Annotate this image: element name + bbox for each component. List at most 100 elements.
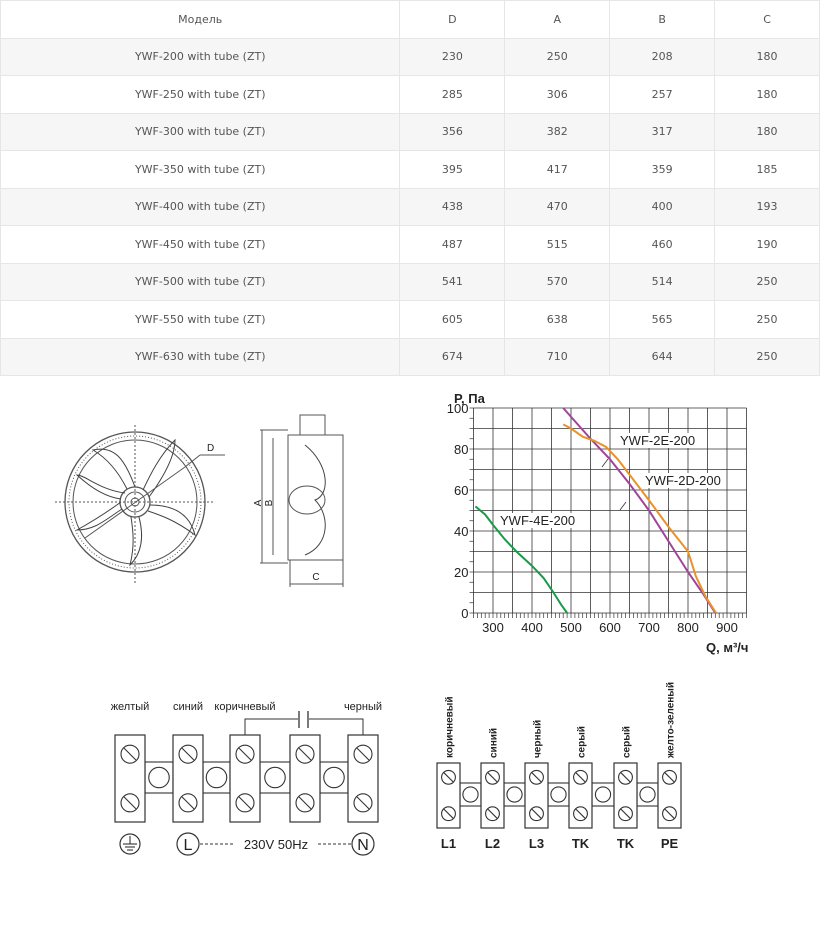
terminal-label: L1 [441, 836, 456, 851]
column-header: A [504, 0, 611, 39]
bridge-hole [148, 766, 170, 789]
line-terminal-label: L [184, 837, 193, 854]
dimension-cell: 193 [714, 187, 820, 226]
dimension-cell: 400 [609, 187, 716, 226]
wire-color-label: синий [173, 701, 203, 713]
dimension-cell: 185 [714, 150, 820, 189]
terminal-label: PE [661, 836, 679, 851]
three-phase-wiring-diagram: коричневый L1 синий L2 черный L3 серый TK серый T… [436, 682, 682, 851]
dimension-cell: 541 [399, 262, 506, 301]
model-cell: YWF-450 with tube (ZT) [0, 225, 401, 264]
series-label: YWF-2E-200 [620, 433, 695, 448]
dimension-cell: 306 [504, 75, 611, 114]
table-row: YWF-350 with tube (ZT) 395 417 359 185 [0, 150, 820, 189]
x-tick-label: 700 [638, 620, 660, 635]
bridge-hole [264, 766, 286, 789]
dimension-cell: 250 [714, 262, 820, 301]
dimension-cell: 565 [609, 300, 716, 339]
dimension-label-a: A [253, 499, 264, 506]
terminal-label: L2 [485, 836, 500, 851]
screw-slot [575, 808, 586, 819]
y-tick-label: 80 [454, 442, 468, 457]
bridge-hole [639, 786, 656, 803]
dimension-cell: 180 [714, 37, 820, 76]
x-tick-label: 800 [677, 620, 699, 635]
screw-slot [298, 747, 312, 761]
dimension-cell: 180 [714, 75, 820, 114]
wire-color-label: коричневый [214, 701, 275, 713]
y-tick-label: 40 [454, 524, 468, 539]
dimension-cell: 285 [399, 75, 506, 114]
dimension-cell: 382 [504, 112, 611, 151]
dimension-cell: 438 [399, 187, 506, 226]
wire-color-label: желто-зеленый [666, 682, 677, 759]
dimension-cell: 417 [504, 150, 611, 189]
screw-slot [238, 796, 252, 810]
table-row: YWF-550 with tube (ZT) 605 638 565 250 [0, 300, 820, 339]
screw-slot [620, 772, 631, 783]
screw-slot [575, 772, 586, 783]
x-tick-label: 600 [599, 620, 621, 635]
table-header-row: Модель D A B C [0, 0, 820, 39]
column-header: D [399, 0, 506, 39]
screw-slot [531, 808, 542, 819]
table-row: YWF-250 with tube (ZT) 285 306 257 180 [0, 75, 820, 114]
screw-slot [356, 796, 370, 810]
model-cell: YWF-250 with tube (ZT) [0, 75, 401, 114]
fan-dimension-drawing: D A B C [55, 414, 344, 587]
x-tick-label: 300 [482, 620, 504, 635]
dimension-cell: 190 [714, 225, 820, 264]
wire-color-label: серый [577, 726, 588, 758]
bridge-hole [462, 786, 479, 803]
table-row: YWF-400 with tube (ZT) 438 470 400 193 [0, 187, 820, 226]
model-cell: YWF-630 with tube (ZT) [0, 337, 401, 376]
table-row: YWF-630 with tube (ZT) 674 710 644 250 [0, 337, 820, 376]
screw-slot [664, 808, 675, 819]
screw-slot [238, 747, 252, 761]
screw-slot [181, 796, 195, 810]
screw-slot [443, 772, 454, 783]
dimension-cell: 317 [609, 112, 716, 151]
series-label-leader [619, 501, 627, 511]
performance-chart: P, Па Q, м³/ч 300 400 500 600 700 800 900 0 20 40… [447, 391, 749, 655]
dimension-cell: 460 [609, 225, 716, 264]
bridge-hole [550, 786, 567, 803]
wire-color-label: черный [344, 701, 382, 713]
table-row: YWF-300 with tube (ZT) 356 382 317 180 [0, 112, 820, 151]
series-label: YWF-4E-200 [500, 513, 575, 528]
screw-slot [531, 772, 542, 783]
dimension-cell: 359 [609, 150, 716, 189]
dimension-cell: 644 [609, 337, 716, 376]
dimension-cell: 180 [714, 112, 820, 151]
model-cell: YWF-500 with tube (ZT) [0, 262, 401, 301]
screw-slot [298, 796, 312, 810]
wire-color-label: черный [533, 720, 544, 758]
wire-color-label: серый [622, 726, 633, 758]
dimension-label-d: D [207, 443, 214, 454]
column-header: B [609, 0, 716, 39]
series-label-bg [498, 513, 578, 528]
dimension-cell: 710 [504, 337, 611, 376]
bridge-hole [506, 786, 523, 803]
capacitor-wire [309, 718, 364, 735]
screw-slot [443, 808, 454, 819]
screw-slot [181, 747, 195, 761]
y-tick-label: 60 [454, 483, 468, 498]
dimension-cell: 470 [504, 187, 611, 226]
screw-slot [620, 808, 631, 819]
wire-color-label: синий [489, 728, 500, 758]
dimension-label-c: C [312, 572, 319, 583]
table-row: YWF-500 with tube (ZT) 541 570 514 250 [0, 262, 820, 301]
screw-slot [664, 772, 675, 783]
dimension-cell: 250 [714, 337, 820, 376]
dimension-cell: 208 [609, 37, 716, 76]
ground-icon [119, 833, 141, 855]
y-tick-label: 20 [454, 565, 468, 580]
screw-slot [487, 772, 498, 783]
dimension-cell: 230 [399, 37, 506, 76]
line-terminal-icon [176, 832, 200, 856]
dimensions-table: Модель D A B C YWF-200 with tube (ZT) 230 250 20… [0, 0, 820, 376]
terminal-label: TK [617, 836, 635, 851]
dimension-cell: 487 [399, 225, 506, 264]
series-label-bg [643, 473, 723, 488]
